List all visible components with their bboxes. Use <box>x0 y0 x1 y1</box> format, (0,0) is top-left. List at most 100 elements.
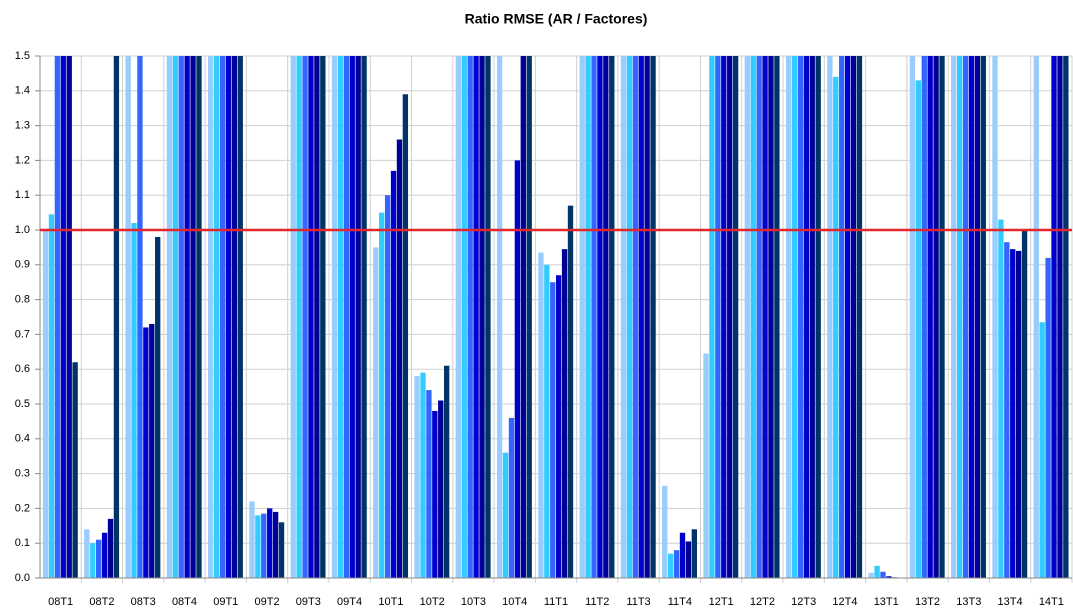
y-tick-label: 0.8 <box>15 294 30 306</box>
bar <box>939 56 944 578</box>
bar <box>426 390 431 578</box>
y-tick-label: 0.2 <box>15 502 30 514</box>
x-tick-label: 13T1 <box>874 596 899 608</box>
x-tick-label: 08T2 <box>89 596 114 608</box>
bar <box>72 362 77 578</box>
y-tick-label: 1.3 <box>15 120 30 132</box>
x-tick-label: 13T2 <box>915 596 940 608</box>
bar <box>981 56 986 578</box>
x-tick-label: 09T1 <box>213 596 238 608</box>
bar <box>462 56 467 578</box>
bar <box>798 56 803 578</box>
y-tick-label: 0.5 <box>15 398 30 410</box>
bar <box>650 56 655 578</box>
bar <box>114 56 119 578</box>
bar <box>468 56 473 578</box>
bar <box>550 282 555 578</box>
bar <box>143 327 148 578</box>
bar <box>497 56 502 578</box>
bar <box>709 56 714 578</box>
bar <box>273 512 278 578</box>
bar <box>544 265 549 578</box>
bar <box>580 56 585 578</box>
bar <box>403 94 408 578</box>
bar <box>538 253 543 578</box>
bar <box>1016 251 1021 578</box>
bar <box>338 56 343 578</box>
bar <box>680 533 685 578</box>
bar <box>1057 56 1062 578</box>
y-tick-label: 0.4 <box>15 433 30 445</box>
bar <box>108 519 113 578</box>
bar <box>1010 249 1015 578</box>
bar <box>562 249 567 578</box>
bar <box>249 501 254 578</box>
x-tick-label: 08T4 <box>172 596 197 608</box>
bar <box>43 230 48 578</box>
bar <box>733 56 738 578</box>
bar <box>910 56 915 578</box>
bar <box>414 376 419 578</box>
bar <box>479 56 484 578</box>
x-tick-label: 10T2 <box>420 596 445 608</box>
bar <box>975 56 980 578</box>
bar <box>503 453 508 578</box>
bar <box>137 56 142 578</box>
bar <box>816 56 821 578</box>
bar <box>662 486 667 578</box>
bar <box>1063 56 1068 578</box>
bar <box>751 56 756 578</box>
bar <box>184 56 189 578</box>
bar <box>762 56 767 578</box>
x-tick-label: 08T3 <box>131 596 156 608</box>
bar <box>922 56 927 578</box>
y-tick-label: 1.5 <box>15 50 30 62</box>
bar <box>521 56 526 578</box>
bar <box>857 56 862 578</box>
y-tick-label: 0.1 <box>15 537 30 549</box>
bar <box>721 56 726 578</box>
bar <box>603 56 608 578</box>
x-tick-label: 12T4 <box>832 596 857 608</box>
bar <box>928 56 933 578</box>
bar <box>692 529 697 578</box>
bar <box>49 214 54 578</box>
y-tick-label: 0.6 <box>15 363 30 375</box>
bar <box>361 56 366 578</box>
bar <box>473 56 478 578</box>
bar <box>208 56 213 578</box>
bar <box>385 195 390 578</box>
x-tick-label: 10T4 <box>502 596 527 608</box>
bar <box>438 401 443 578</box>
x-tick-label: 10T1 <box>378 596 403 608</box>
bar <box>220 56 225 578</box>
bar <box>874 566 879 578</box>
y-tick-label: 0.0 <box>15 572 30 584</box>
bar <box>668 554 673 578</box>
bar <box>314 56 319 578</box>
x-tick-label: 09T2 <box>255 596 280 608</box>
bar <box>827 56 832 578</box>
x-tick-label: 09T3 <box>296 596 321 608</box>
bar <box>444 366 449 578</box>
y-tick-label: 1.4 <box>15 85 30 97</box>
y-tick-label: 0.3 <box>15 468 30 480</box>
bar <box>214 56 219 578</box>
bar <box>833 77 838 578</box>
bar <box>756 56 761 578</box>
bar <box>686 541 691 578</box>
x-tick-label: 08T1 <box>48 596 73 608</box>
bar <box>232 56 237 578</box>
bar <box>933 56 938 578</box>
bar <box>238 56 243 578</box>
bar <box>568 206 573 578</box>
bar <box>774 56 779 578</box>
bar <box>320 56 325 578</box>
bar <box>90 543 95 578</box>
bar <box>131 223 136 578</box>
bar <box>1004 242 1009 578</box>
bar <box>55 56 60 578</box>
x-tick-label: 11T3 <box>626 596 650 608</box>
bar <box>308 56 313 578</box>
bar <box>155 237 160 578</box>
